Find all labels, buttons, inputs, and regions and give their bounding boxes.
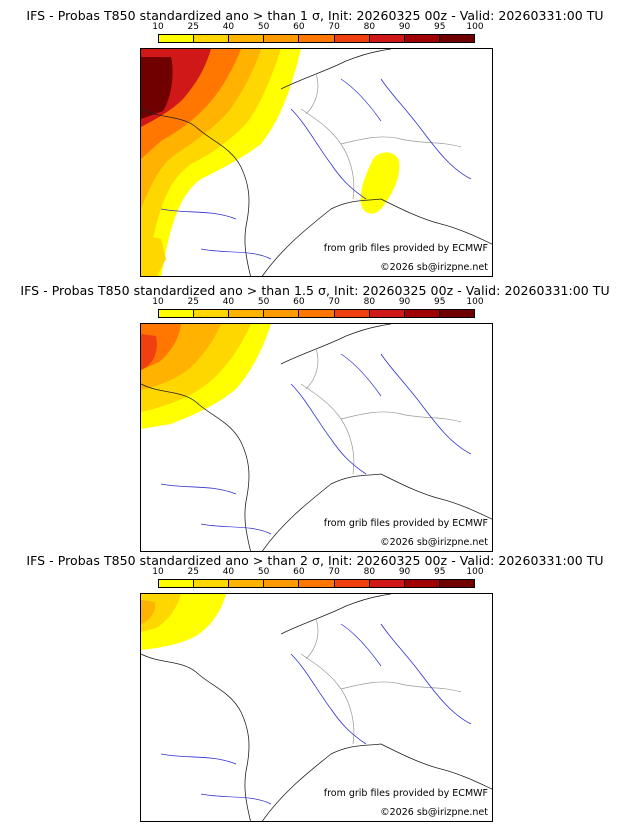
probability-map: from grib files provided by ECMWF ©2026 … <box>140 48 493 277</box>
colorbar-tick-label: 60 <box>293 567 305 577</box>
colorbar-tick-label: 10 <box>152 297 164 307</box>
colorbar-labels: 10 25 40 50 60 70 80 90 95 100 <box>145 297 495 309</box>
colorbar-tick-label: 50 <box>257 22 270 32</box>
colorbar-tick-label: 10 <box>152 22 164 32</box>
colorbar-cell <box>369 580 405 587</box>
colorbar-labels: 10 25 40 50 60 70 80 90 95 100 <box>145 22 495 34</box>
colorbar-tick-label: 70 <box>328 22 340 32</box>
colorbar-cell <box>264 580 300 587</box>
map-canvas <box>141 324 492 551</box>
colorbar-cell <box>264 35 300 42</box>
colorbar-tick-label: 50 <box>257 297 270 307</box>
colorbar-cell <box>299 35 335 42</box>
colorbar-tick-label: 95 <box>434 22 446 32</box>
copyright-credit: ©2026 sb@irizpne.net <box>380 537 488 548</box>
map-panel-2sigma: IFS - Probas T850 standardized ano > tha… <box>0 545 630 822</box>
colorbar-cell <box>229 310 265 317</box>
colorbar-cell <box>334 310 370 317</box>
colorbar-cell <box>369 310 405 317</box>
colorbar-tick-label: 25 <box>187 297 199 307</box>
colorbar-cell <box>439 580 474 587</box>
panel-title: IFS - Probas T850 standardized ano > tha… <box>20 283 610 298</box>
colorbar-tick-label: 90 <box>398 297 411 307</box>
colorbar-tick-label: 40 <box>222 567 235 577</box>
colorbar-cell <box>194 35 230 42</box>
colorbar-cell <box>299 310 335 317</box>
colorbar-tick-label: 25 <box>187 22 199 32</box>
colorbar-cell <box>299 580 335 587</box>
colorbar-tick-label: 95 <box>434 567 446 577</box>
colorbar-tick-label: 40 <box>222 297 235 307</box>
shade-95 <box>141 57 173 119</box>
copyright-credit: ©2026 sb@irizpne.net <box>380 262 488 273</box>
colorbar-cell <box>369 35 405 42</box>
shade-alps <box>360 152 400 214</box>
map-panel-1-5sigma: IFS - Probas T850 standardized ano > tha… <box>0 275 630 552</box>
colorbar-tick-label: 25 <box>187 567 199 577</box>
colorbar-tick-label: 70 <box>328 567 340 577</box>
colorbar-tick-label: 40 <box>222 22 235 32</box>
colorbar-tick-label: 100 <box>466 567 484 577</box>
colorbar-cell <box>334 35 370 42</box>
source-credit: from grib files provided by ECMWF <box>323 788 488 799</box>
colorbar-tick-label: 95 <box>434 297 446 307</box>
colorbar-cell <box>229 580 265 587</box>
colorbar-tick-label: 70 <box>328 297 340 307</box>
colorbar-tick-label: 90 <box>398 22 411 32</box>
colorbar-cell <box>334 580 370 587</box>
source-credit: from grib files provided by ECMWF <box>323 518 488 529</box>
colorbar-tick-label: 80 <box>363 22 376 32</box>
colorbar-tick-label: 100 <box>466 22 484 32</box>
colorbar-cell <box>159 35 195 42</box>
colorbar-tick-label: 10 <box>152 567 164 577</box>
colorbar-cell <box>194 310 230 317</box>
colorbar <box>158 579 475 588</box>
map-canvas <box>141 594 492 821</box>
panel-title: IFS - Probas T850 standardized ano > tha… <box>26 553 604 568</box>
shade-70 <box>141 334 157 370</box>
colorbar-cell <box>439 310 474 317</box>
probability-map: from grib files provided by ECMWF ©2026 … <box>140 323 493 552</box>
shade-40 <box>141 600 156 624</box>
colorbar-tick-label: 80 <box>363 297 376 307</box>
colorbar-tick-label: 100 <box>466 297 484 307</box>
colorbar-tick-label: 60 <box>293 297 305 307</box>
panel-title: IFS - Probas T850 standardized ano > tha… <box>26 8 604 23</box>
colorbar-cell <box>159 310 195 317</box>
colorbar-tick-label: 90 <box>398 567 411 577</box>
colorbar-tick-label: 60 <box>293 22 305 32</box>
colorbar-cell <box>229 35 265 42</box>
colorbar <box>158 309 475 318</box>
colorbar-cell <box>404 35 440 42</box>
colorbar-cell <box>404 580 440 587</box>
colorbar <box>158 34 475 43</box>
source-credit: from grib files provided by ECMWF <box>323 243 488 254</box>
shade-iberia <box>141 234 166 276</box>
colorbar-tick-label: 50 <box>257 567 270 577</box>
colorbar-cell <box>264 310 300 317</box>
colorbar-cell <box>439 35 474 42</box>
map-canvas <box>141 49 492 276</box>
colorbar-cell <box>194 580 230 587</box>
map-panel-1sigma: IFS - Probas T850 standardized ano > tha… <box>0 0 630 277</box>
colorbar-labels: 10 25 40 50 60 70 80 90 95 100 <box>145 567 495 579</box>
colorbar-cell <box>404 310 440 317</box>
probability-map: from grib files provided by ECMWF ©2026 … <box>140 593 493 822</box>
colorbar-tick-label: 80 <box>363 567 376 577</box>
copyright-credit: ©2026 sb@irizpne.net <box>380 807 488 818</box>
colorbar-cell <box>159 580 195 587</box>
